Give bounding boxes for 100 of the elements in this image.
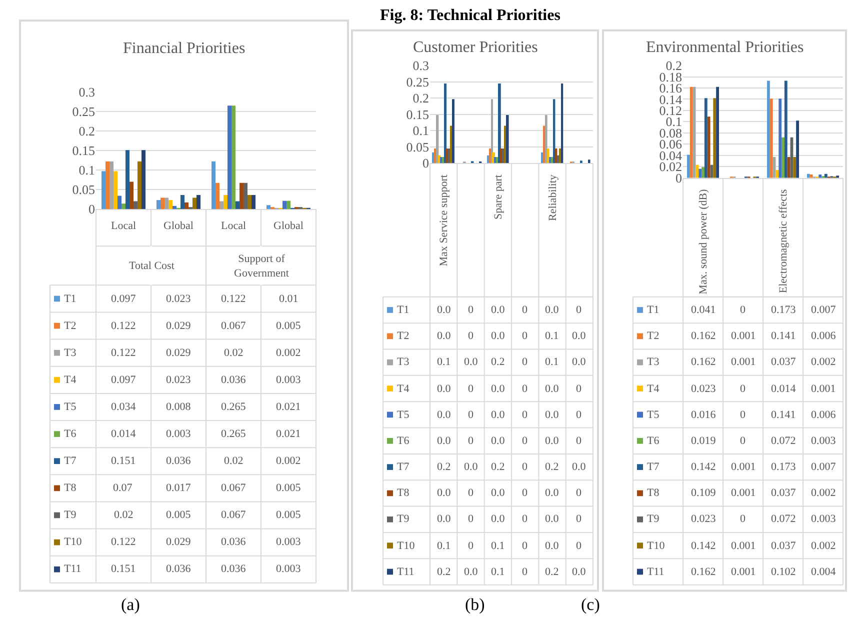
legend-label: T8 [397,487,410,499]
y-tick-label: 0 [422,156,429,171]
bar [498,83,501,164]
data-label: 0.142 [691,461,716,473]
data-label: 0.003 [811,435,836,447]
data-label: 0.008 [166,401,192,413]
bar [687,154,690,178]
bar [796,120,799,178]
data-label: 0.122 [111,347,136,359]
data-label: 0.0 [491,513,506,525]
chart-title: Customer Priorities [413,39,538,56]
legend-label: T9 [64,509,77,521]
data-label: 0.141 [771,409,796,421]
data-label: 0.01 [279,293,298,305]
data-label: 0.021 [276,428,301,440]
bar [713,98,716,178]
data-label: 0.001 [731,487,756,499]
legend-label: T1 [64,293,76,305]
data-label: 0.0 [437,409,452,421]
data-label: 0.036 [221,563,246,575]
data-label: 0.0 [545,409,560,421]
data-label: 0.023 [166,374,192,386]
data-label: 0.02 [114,509,134,521]
legend-label: T4 [397,383,410,395]
bar [228,106,232,210]
data-label: 0.1 [437,540,451,552]
bar [156,200,160,210]
legend-label: T2 [397,330,410,342]
data-label: 0.003 [276,374,302,386]
data-label: 0.005 [276,320,302,332]
bar [784,80,788,178]
data-label: 0 [522,435,528,447]
data-label: 0.007 [811,461,836,473]
bar [818,174,822,178]
bar [102,171,106,210]
data-label: 0.029 [166,536,192,548]
data-label: 0 [522,566,528,578]
data-label: 0.0 [572,330,586,342]
legend-label: T10 [64,536,82,548]
data-label: 0.0 [491,435,506,447]
legend-label: T8 [64,482,77,494]
bar [547,148,550,164]
y-tick-label: 0.1 [412,123,429,138]
bar [282,200,286,210]
data-label: 0.001 [811,383,836,395]
bar [704,98,708,178]
data-label: 0.072 [771,435,796,447]
bar [244,182,248,210]
y-tick-label: 0.3 [78,84,95,100]
data-label: 0.029 [166,320,192,332]
data-label: 0.002 [811,356,836,368]
data-label: 0.004 [811,566,836,578]
data-label: 0 [576,487,582,499]
bar [232,106,236,210]
data-label: 0.005 [276,482,302,494]
data-label: 0.0 [491,487,506,499]
data-label: 0.005 [166,509,192,521]
legend-label: T4 [647,383,660,395]
legend-label: T9 [647,513,660,525]
data-label: 0.0 [437,330,452,342]
data-label: 0.097 [111,374,136,386]
data-label: 0 [468,383,474,395]
bar [138,161,142,210]
bar [491,99,493,164]
bar [696,164,699,178]
data-label: 0.041 [691,304,716,316]
bar [114,171,118,210]
data-label: 0.0 [437,435,452,447]
chart-title: Financial Priorities [123,40,246,57]
y-tick-label: 0.15 [72,143,95,158]
data-label: 0 [468,409,474,421]
data-label: 0 [740,435,746,447]
legend-label: T3 [397,356,410,368]
data-label: 0.002 [276,347,301,359]
data-label: 0.034 [111,401,136,413]
y-tick-label: 0.15 [406,106,429,122]
bar [164,198,168,210]
legend-label: T9 [397,513,410,525]
bar [702,167,704,178]
bar [106,161,110,210]
data-label: 0 [740,409,746,421]
bar [787,157,790,178]
data-label: 0.0 [545,383,560,395]
data-label: 0.001 [731,540,756,552]
bar [236,201,240,210]
data-label: 0.001 [731,566,756,578]
legend-label: T4 [64,374,77,386]
data-label: 0.037 [771,487,796,499]
legend-label: T3 [647,356,660,368]
legend-label: T5 [397,409,410,421]
bar [545,115,548,164]
data-label: 0.003 [276,563,302,575]
bar [716,86,719,178]
data-label: 0.003 [811,513,836,525]
data-label: 0 [468,487,474,499]
bar [122,204,126,210]
data-label: 0.2 [437,461,451,473]
legend-label: T7 [64,455,77,467]
data-label: 0.029 [166,347,192,359]
y-tick-label: 0.3 [412,58,429,74]
